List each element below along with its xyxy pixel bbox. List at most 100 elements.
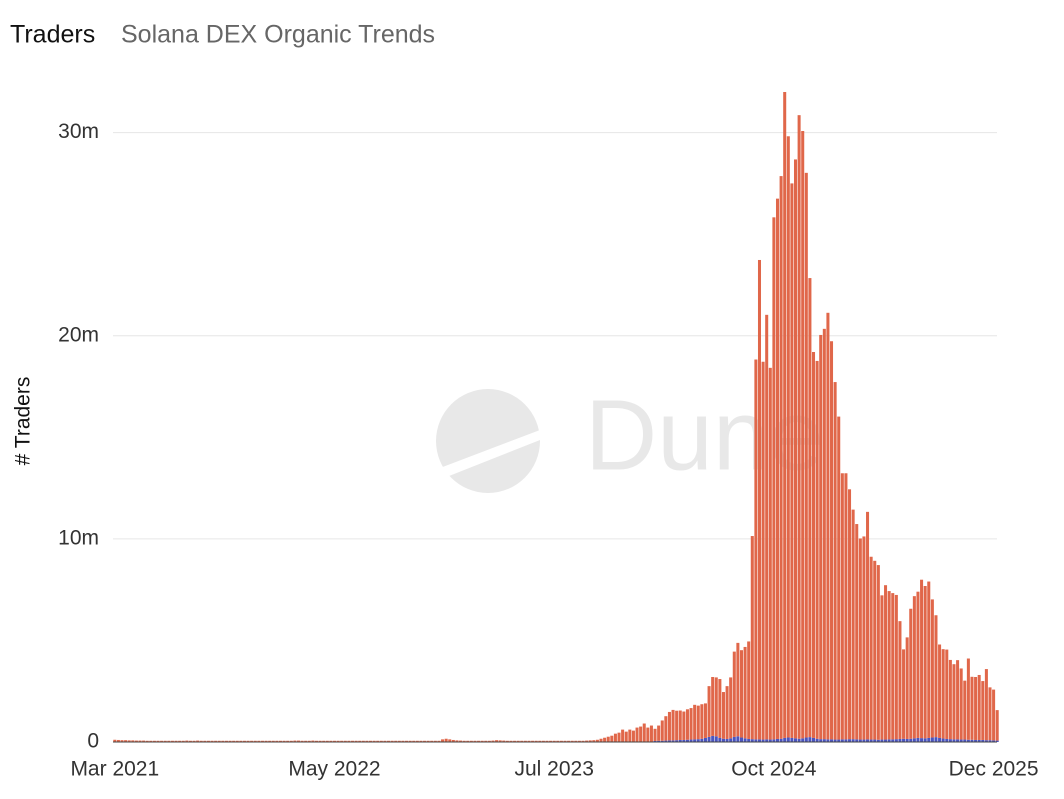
bar <box>970 677 973 740</box>
bar <box>794 738 797 742</box>
bar <box>830 341 833 739</box>
bar <box>978 675 981 740</box>
bar <box>625 732 628 742</box>
bar <box>682 712 685 740</box>
bar <box>632 731 635 742</box>
bar <box>726 686 729 739</box>
bar <box>787 136 790 737</box>
bar <box>650 726 653 742</box>
chart-title: Traders <box>10 21 95 49</box>
bar <box>780 176 783 739</box>
bar <box>934 615 937 737</box>
bar <box>711 677 714 736</box>
bar <box>988 687 991 740</box>
bar <box>704 703 707 738</box>
bar <box>927 738 930 742</box>
bar <box>891 593 894 739</box>
bar <box>787 738 790 742</box>
x-tick-label: Mar 2021 <box>70 758 159 781</box>
bar <box>996 710 999 740</box>
bar <box>718 738 721 742</box>
bar <box>949 660 952 739</box>
bar <box>992 690 995 741</box>
bar <box>769 368 772 740</box>
bar <box>747 641 750 739</box>
bar <box>834 382 837 740</box>
bar <box>686 709 689 739</box>
chart-subtitle: Solana DEX Organic Trends <box>121 21 435 49</box>
bar <box>441 739 444 741</box>
bar <box>884 585 887 739</box>
x-tick-label: May 2022 <box>288 758 380 781</box>
x-tick-label: Oct 2024 <box>731 758 817 781</box>
bar <box>693 705 696 740</box>
bar <box>729 677 732 738</box>
y-tick-label: 30m <box>58 120 99 143</box>
bar <box>852 510 855 740</box>
bar <box>740 738 743 742</box>
bar <box>938 738 941 742</box>
bar <box>740 650 743 737</box>
bar <box>783 738 786 742</box>
bar <box>664 716 667 740</box>
bar <box>690 708 693 739</box>
bar <box>668 712 671 740</box>
bar <box>844 473 847 739</box>
bar <box>960 668 963 739</box>
bar <box>675 711 678 740</box>
bar <box>808 278 811 737</box>
bar <box>718 679 721 738</box>
bar <box>744 647 747 738</box>
bar <box>981 681 984 740</box>
bar <box>798 115 801 739</box>
x-tick-label: Dec 2025 <box>949 758 1039 781</box>
bar <box>758 260 761 739</box>
bar <box>909 609 912 739</box>
bar <box>920 738 923 742</box>
bar <box>956 660 959 739</box>
bar <box>762 362 765 740</box>
bar <box>888 591 891 739</box>
bar <box>445 739 448 742</box>
bar <box>113 740 116 742</box>
bar <box>783 92 786 738</box>
bar <box>733 737 736 742</box>
y-axis-label: # Traders <box>12 377 35 466</box>
bar <box>967 659 970 740</box>
bar <box>974 677 977 740</box>
bar <box>697 706 700 740</box>
bar <box>862 536 865 739</box>
bar <box>600 739 603 742</box>
bar <box>812 352 815 738</box>
bar <box>942 649 945 738</box>
bar <box>823 329 826 739</box>
bar <box>931 599 934 737</box>
y-tick-label: 10m <box>58 526 99 549</box>
y-tick-label: 0 <box>87 730 99 753</box>
bar <box>596 740 599 742</box>
bar <box>880 595 883 739</box>
bar <box>643 724 646 742</box>
bar <box>715 677 718 736</box>
bar <box>776 199 779 739</box>
bar <box>942 739 945 742</box>
bar <box>816 361 819 739</box>
bar <box>610 736 613 742</box>
bar <box>733 652 736 737</box>
bar <box>794 159 797 738</box>
bar <box>805 173 808 738</box>
bar <box>938 645 941 738</box>
bar <box>859 538 862 739</box>
bar <box>607 737 610 742</box>
bar <box>916 738 919 742</box>
bar <box>801 738 804 742</box>
bar <box>621 730 624 742</box>
x-tick-label: Jul 2023 <box>514 758 593 781</box>
bar <box>790 183 793 738</box>
bar <box>729 738 732 742</box>
bar <box>870 557 873 740</box>
bar <box>916 592 919 738</box>
